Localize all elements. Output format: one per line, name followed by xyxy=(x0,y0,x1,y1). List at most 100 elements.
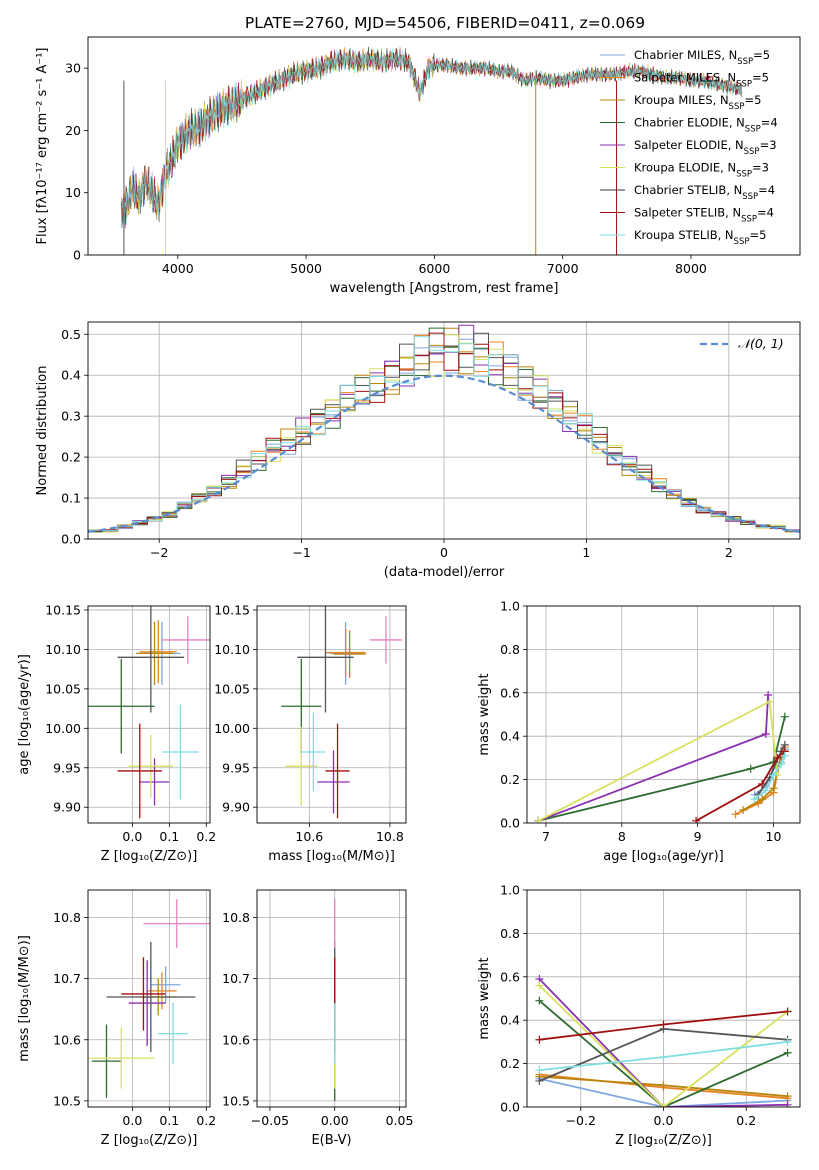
y-tick-label: 10.00 xyxy=(214,721,250,736)
y-tick-label: 10.5 xyxy=(53,1093,81,1108)
x-axis-label: Z [log₁₀(Z/Z⊙)] xyxy=(101,849,198,864)
y-tick-label: 9.90 xyxy=(222,800,250,815)
plot-area-age_vs_mass xyxy=(257,606,406,823)
y-tick-label: 10.10 xyxy=(45,642,81,657)
weight-marker xyxy=(761,730,770,739)
weight-marker xyxy=(761,786,770,795)
y-tick-label: 0.0 xyxy=(500,1100,520,1115)
y-tick-label: 10.10 xyxy=(214,642,250,657)
x-tick-label: 9 xyxy=(694,829,702,844)
axes-age_vs_mass xyxy=(253,605,407,827)
x-tick-label: 6000 xyxy=(418,261,450,276)
axes-frame xyxy=(256,889,407,1108)
x-tick-label: 0.05 xyxy=(386,1113,414,1128)
axes-frame xyxy=(87,36,801,256)
y-tick-label: 1.0 xyxy=(500,599,520,614)
axes-mass_vs_Z xyxy=(84,889,211,1111)
weight-series-5 xyxy=(538,984,789,1107)
x-tick-label: 5000 xyxy=(290,261,322,276)
y-tick-label: 0.1 xyxy=(61,491,81,506)
weight-marker xyxy=(777,760,786,769)
y-tick-label: 0.6 xyxy=(500,969,520,984)
legend-label-3: Chabrier ELODIE, NSSP=4 xyxy=(634,116,778,135)
x-tick-label: 0.0 xyxy=(122,1113,142,1128)
weight-marker xyxy=(739,805,748,814)
axes-frame xyxy=(526,889,801,1108)
weight-marker xyxy=(535,1076,544,1085)
y-tick-label: 10.6 xyxy=(222,1032,250,1047)
weight-series-0 xyxy=(539,1077,788,1107)
y-tick-label: 10.8 xyxy=(222,910,250,925)
weight-marker xyxy=(773,753,782,762)
y-tick-label: 0.2 xyxy=(61,450,81,465)
y-tick-label: 9.90 xyxy=(53,800,81,815)
weight-marker xyxy=(783,1037,792,1046)
y-tick-label: 10.15 xyxy=(214,602,250,617)
y-axis-label: Flux [fλ10⁻¹⁷ erg cm⁻² s⁻¹ A⁻¹] xyxy=(35,48,50,245)
weight-marker xyxy=(750,795,759,804)
x-axis-label: mass [log₁₀(M/M⊙)] xyxy=(268,849,395,864)
weight-marker xyxy=(535,1066,544,1075)
y-tick-label: 10.6 xyxy=(53,1032,81,1047)
axes-weight_vs_Z xyxy=(523,889,801,1111)
y-tick-label: 0.2 xyxy=(500,772,520,787)
y-tick-label: 0.4 xyxy=(61,368,81,383)
x-tick-label: 0.0 xyxy=(654,1113,674,1128)
y-tick-label: 10.05 xyxy=(214,681,250,696)
weight-marker xyxy=(758,779,767,788)
x-tick-label: −2 xyxy=(150,545,168,560)
x-tick-label: 1 xyxy=(582,545,590,560)
weight-series-6 xyxy=(757,744,786,796)
x-tick-label: 10.6 xyxy=(295,829,323,844)
axes-mass_vs_ebv xyxy=(253,889,407,1111)
y-tick-label: 10.7 xyxy=(53,971,81,986)
axes-frame xyxy=(87,605,211,824)
axes-frame xyxy=(87,889,211,1108)
plot-area-weight_vs_age xyxy=(527,606,800,823)
y-tick-label: 30 xyxy=(65,61,81,76)
legend-label-1: Salpeter MILES, NSSP=5 xyxy=(634,71,769,90)
legend-label-4: Salpeter ELODIE, NSSP=3 xyxy=(634,138,777,157)
weight-marker xyxy=(769,771,778,780)
weight-series-5 xyxy=(537,700,779,822)
x-tick-label: 8000 xyxy=(675,261,707,276)
x-tick-label: −0.2 xyxy=(566,1113,596,1128)
weight-series-3 xyxy=(538,1000,788,1107)
weight-marker xyxy=(765,697,774,706)
axes-frame xyxy=(256,605,407,824)
legend-label-7: Salpeter STELIB, NSSP=4 xyxy=(634,206,774,225)
weight-marker xyxy=(783,1100,792,1107)
spectrum-series-8 xyxy=(121,48,743,229)
y-tick-label: 10 xyxy=(65,185,81,200)
y-tick-label: 10.05 xyxy=(45,681,81,696)
x-tick-label: −0.05 xyxy=(251,1113,289,1128)
weight-marker xyxy=(659,1020,668,1029)
y-tick-label: 20 xyxy=(65,123,81,138)
weight-marker xyxy=(764,690,773,699)
legend-label-5: Kroupa ELODIE, NSSP=3 xyxy=(634,161,769,180)
y-tick-label: 0.4 xyxy=(500,1013,520,1028)
weight-marker xyxy=(535,996,544,1005)
axes-age_vs_Z xyxy=(84,605,211,827)
plot-area-mass_vs_ebv xyxy=(257,890,406,1107)
x-axis-label: E(B-V) xyxy=(311,1133,351,1148)
x-tick-label: 0.2 xyxy=(196,1113,216,1128)
legend-label-6: Chabrier STELIB, NSSP=4 xyxy=(634,183,775,202)
y-tick-label: 10.15 xyxy=(45,602,81,617)
weight-marker xyxy=(780,751,789,760)
y-axis-label: Normed distribution xyxy=(35,366,50,496)
x-tick-label: 8 xyxy=(618,829,626,844)
y-axis-label: mass weight xyxy=(477,957,492,1039)
y-tick-label: 0.8 xyxy=(500,642,520,657)
legend-normal-label: 𝒩(0, 1) xyxy=(738,336,784,351)
y-tick-label: 10.8 xyxy=(53,910,81,925)
x-tick-label: 2 xyxy=(725,545,733,560)
weight-marker xyxy=(783,1048,792,1057)
y-tick-label: 9.95 xyxy=(53,760,81,775)
weight-marker xyxy=(659,1053,668,1062)
x-tick-label: 0.2 xyxy=(196,829,216,844)
plot-area-weight_vs_Z xyxy=(527,890,800,1107)
histogram-series-8 xyxy=(88,336,800,532)
y-tick-label: 0.3 xyxy=(61,409,81,424)
